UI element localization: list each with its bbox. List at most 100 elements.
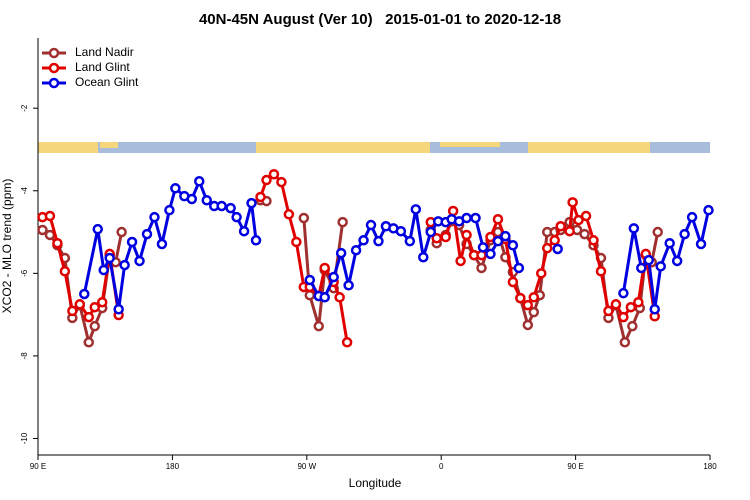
data-point: [261, 174, 272, 186]
data-point: [418, 251, 429, 263]
data-point: [564, 225, 575, 237]
legend-label: Land Glint: [75, 60, 130, 74]
chart-title: 40N-45N August (Ver 10) 2015-01-01 to 20…: [199, 11, 561, 28]
data-point: [555, 221, 566, 232]
x-tick-label: 180: [166, 462, 180, 471]
data-point: [238, 225, 250, 237]
data-point: [291, 236, 302, 248]
data-point: [343, 280, 354, 291]
data-point: [628, 223, 640, 234]
data-point: [492, 214, 504, 225]
data-point: [83, 337, 95, 348]
data-point: [141, 228, 153, 240]
data-point: [92, 223, 103, 235]
data-point: [116, 226, 127, 238]
data-point: [67, 305, 78, 317]
data-point: [440, 231, 451, 243]
data-point: [44, 210, 56, 222]
x-tick-label: 180: [703, 462, 717, 471]
data-point: [695, 238, 707, 250]
land-band: [100, 142, 118, 148]
data-point: [186, 193, 198, 205]
y-tick-label: -4: [20, 187, 29, 195]
data-point: [328, 271, 339, 283]
data-point: [79, 288, 90, 300]
data-point: [671, 255, 683, 267]
data-point: [164, 204, 175, 216]
land-band: [528, 142, 650, 153]
data-point: [304, 289, 316, 301]
data-point: [655, 261, 666, 272]
data-point: [156, 238, 168, 250]
x-tick-label: 90 E: [567, 462, 583, 471]
data-point: [283, 209, 295, 220]
legend-marker: [48, 47, 60, 59]
data-point: [37, 224, 48, 236]
data-point: [500, 230, 511, 242]
data-point: [492, 235, 504, 247]
data-point: [98, 264, 109, 276]
data-point: [549, 235, 560, 246]
data-point: [703, 204, 714, 216]
data-point: [541, 242, 553, 254]
data-point: [319, 292, 330, 303]
data-point: [619, 337, 631, 348]
data-point: [334, 292, 345, 303]
y-tick-label: -8: [20, 352, 29, 360]
data-point: [579, 228, 590, 240]
data-point: [528, 306, 540, 318]
data-point: [52, 237, 63, 249]
data-point: [567, 197, 578, 208]
data-point: [461, 212, 472, 224]
data-point: [485, 231, 496, 243]
data-point: [643, 254, 655, 266]
data-point: [246, 197, 257, 209]
data-point: [194, 176, 205, 187]
data-point: [595, 266, 607, 277]
data-point: [652, 226, 663, 238]
data-point: [633, 296, 644, 308]
data-point: [618, 287, 629, 299]
legend-marker: [48, 62, 60, 74]
data-point: [522, 319, 534, 331]
y-tick-label: -6: [20, 269, 29, 277]
data-point: [627, 320, 638, 332]
data-point: [225, 202, 236, 214]
data-point: [313, 320, 324, 332]
data-point: [126, 236, 138, 248]
data-point: [507, 276, 519, 288]
data-point: [528, 292, 540, 303]
data-point: [335, 247, 347, 259]
data-point: [395, 225, 407, 237]
data-point: [618, 311, 629, 323]
data-point: [649, 304, 660, 315]
data-point: [216, 200, 227, 212]
data-point: [610, 299, 622, 310]
land-band: [440, 142, 500, 147]
y-axis-label: XCO2 - MLO trend (ppm): [0, 179, 14, 314]
data-point: [686, 211, 698, 223]
data-point: [513, 262, 525, 274]
data-point: [625, 301, 637, 313]
data-point: [149, 211, 160, 223]
legend-marker: [48, 77, 60, 89]
x-axis-label: Longitude: [349, 476, 402, 490]
data-point: [89, 320, 100, 332]
data-point: [447, 205, 459, 217]
land-band: [38, 142, 98, 153]
data-point: [485, 248, 496, 260]
series-line: [42, 172, 657, 343]
data-point: [664, 237, 675, 249]
data-point: [410, 204, 422, 215]
data-point: [255, 191, 266, 203]
data-point: [96, 296, 108, 308]
data-point: [476, 262, 487, 274]
data-point: [455, 255, 466, 267]
x-tick-label: 0: [439, 462, 444, 471]
surface-strip: [38, 142, 710, 153]
data-point: [319, 262, 330, 274]
land-band: [256, 142, 430, 153]
data-point: [603, 305, 614, 317]
data-point: [298, 212, 310, 224]
